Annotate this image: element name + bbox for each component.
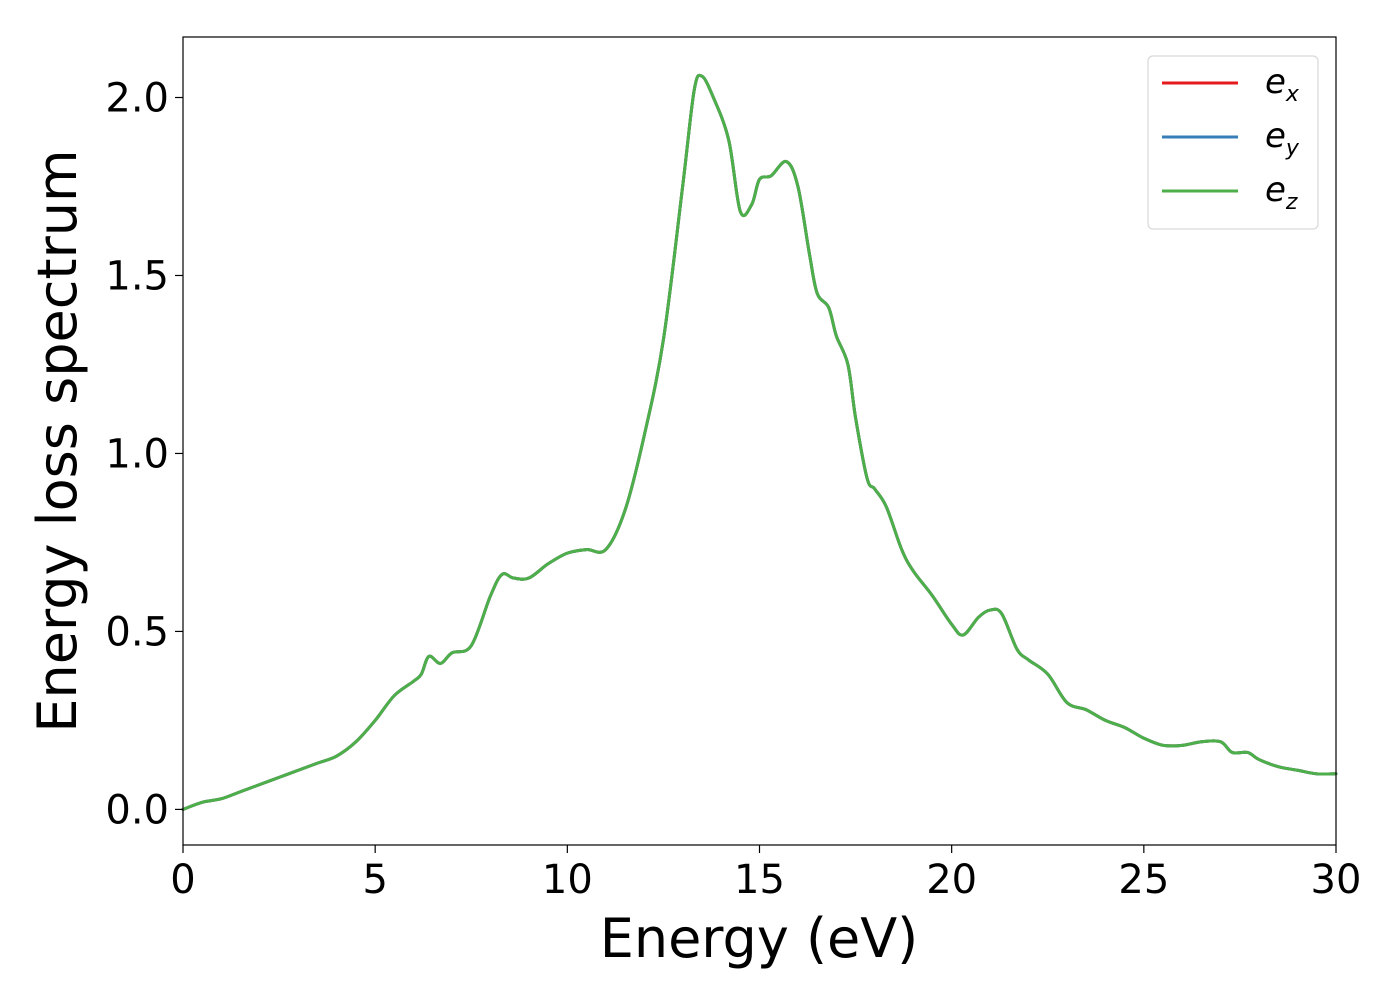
y-tick-label: 2.0 [105, 76, 169, 122]
x-tick-label: 15 [734, 857, 785, 903]
y-tick-label: 0.5 [105, 609, 169, 655]
legend: ex ey ez [1147, 55, 1319, 230]
y-tick-label: 1.0 [105, 431, 169, 477]
legend-label-z: ez [1265, 170, 1298, 215]
y-axis-label: Energy loss spectrum [26, 149, 89, 732]
y-tick-label: 1.5 [105, 253, 169, 299]
legend-entries: ex ey ez [1162, 62, 1300, 215]
x-tick-label: 25 [1118, 857, 1169, 903]
series-layer [181, 73, 1338, 811]
x-tick-label: 30 [1311, 857, 1362, 903]
x-tick-label: 5 [362, 857, 387, 903]
x-tick-label: 0 [170, 857, 195, 903]
x-tick-label: 10 [542, 857, 593, 903]
plot-area [183, 37, 1336, 845]
x-axis-ticks: 0 5 10 15 20 25 30 [170, 845, 1361, 903]
y-axis-ticks: 0.0 0.5 1.0 1.5 2.0 [105, 76, 183, 833]
x-axis-label: Energy (eV) [600, 907, 919, 970]
legend-label-y: ey [1265, 116, 1300, 161]
y-tick-label: 0.0 [105, 787, 169, 833]
x-tick-label: 20 [926, 857, 977, 903]
series-line-e-z [181, 73, 1338, 811]
legend-label-x: ex [1265, 62, 1300, 107]
legend-box [1147, 55, 1319, 230]
